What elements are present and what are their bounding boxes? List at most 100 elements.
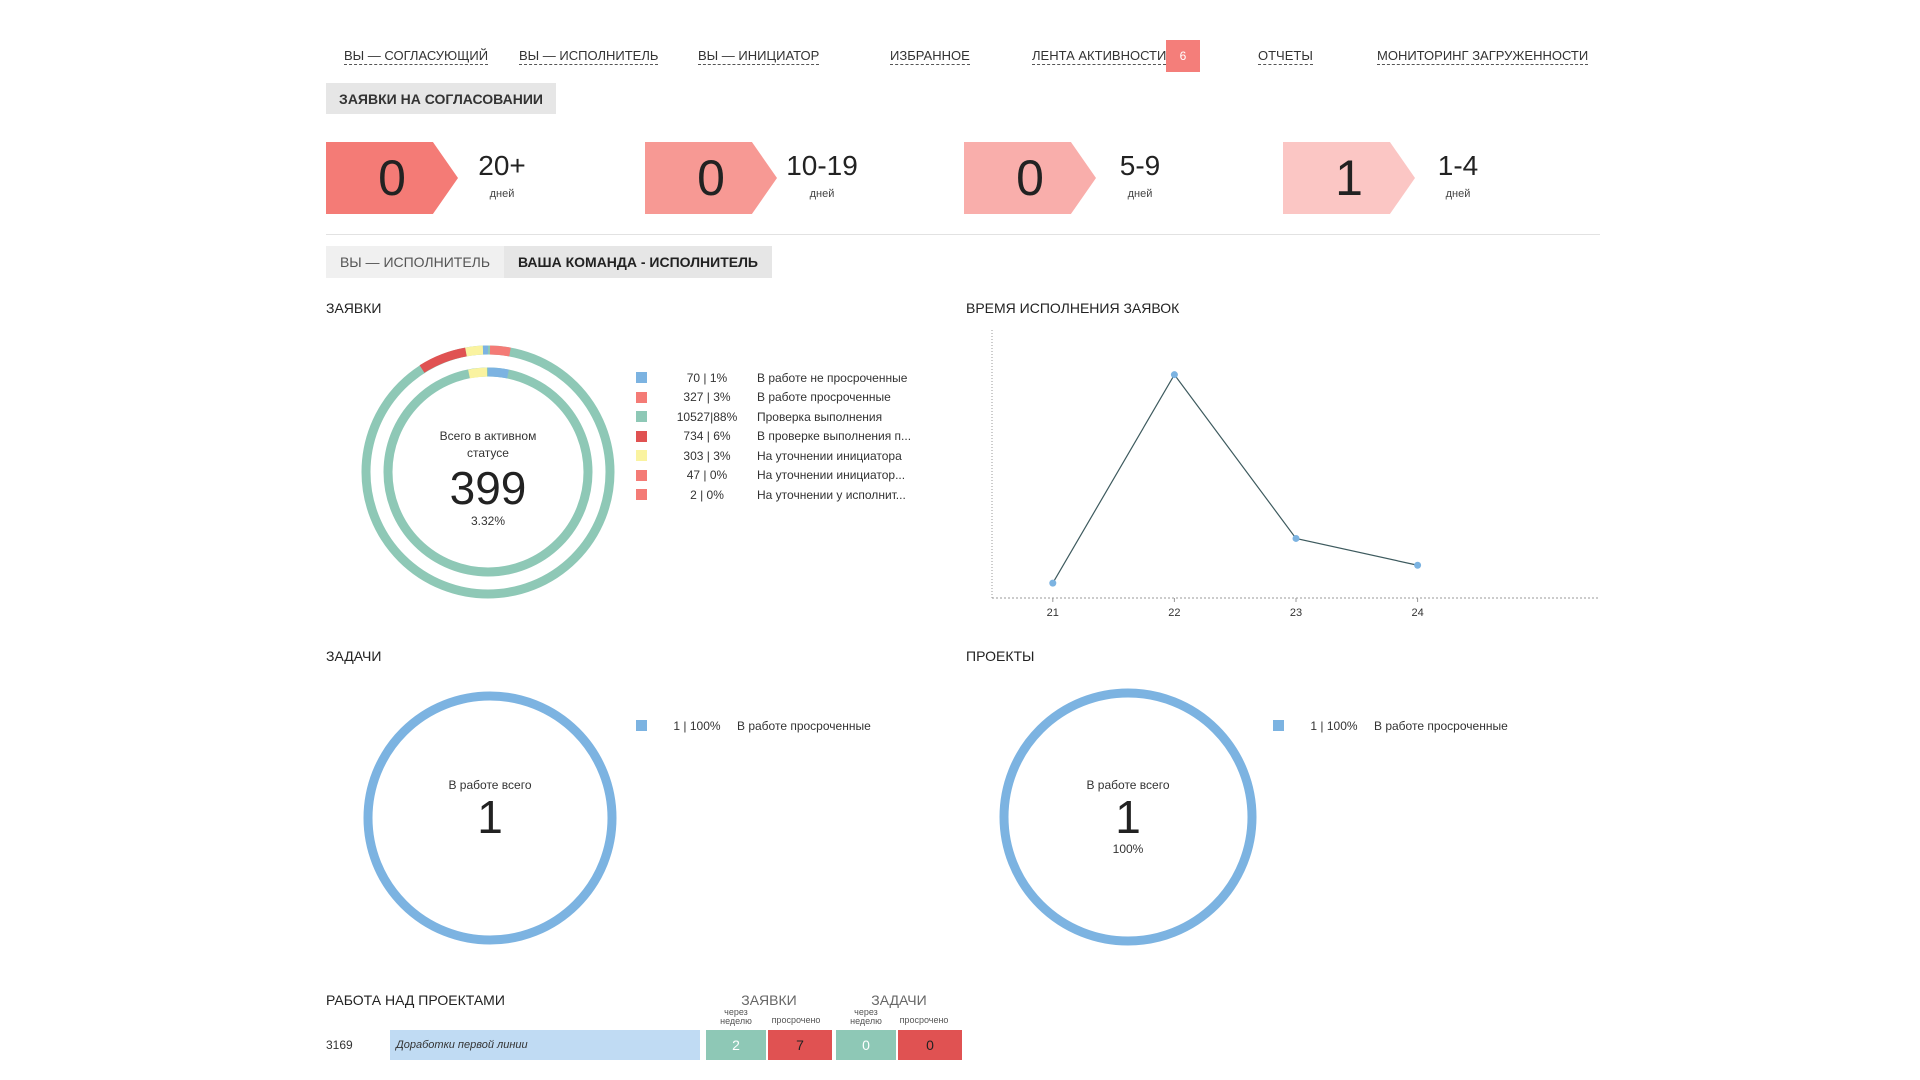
legend-label: В работе не просроченные	[757, 370, 908, 385]
legend-label: На уточнении инициатор...	[757, 468, 906, 483]
aging-5-9-count[interactable]: 0	[964, 142, 1096, 214]
x-tick-label: 22	[1168, 607, 1180, 619]
tasks-donut	[363, 691, 617, 945]
legend-swatch	[636, 391, 647, 403]
col-task-week: через неделю	[850, 1007, 882, 1026]
legend-item[interactable]: 10527|88% Проверка выполнения	[636, 407, 927, 427]
req-overdue-cell[interactable]: 7	[768, 1030, 832, 1060]
requests-center-value: 399	[449, 462, 527, 514]
x-tick-label: 24	[1411, 607, 1423, 619]
nav-reports[interactable]: ОТЧЕТЫ	[1258, 48, 1313, 65]
nav-executor[interactable]: ВЫ — ИСПОЛНИТЕЛЬ	[519, 48, 659, 65]
legend-label: Проверка выполнения	[757, 409, 883, 424]
nav-workload-monitoring[interactable]: МОНИТОРИНГ ЗАГРУЖЕННОСТИ	[1377, 48, 1589, 65]
section-divider	[326, 234, 1600, 235]
data-point[interactable]	[1170, 371, 1178, 379]
aging-10-19-count[interactable]: 0	[645, 142, 777, 214]
legend-label: На уточнении инициатора	[757, 448, 902, 463]
aging-1-4-count[interactable]: 1	[1283, 142, 1415, 214]
activity-count-badge: 6	[1166, 40, 1200, 72]
legend-swatch	[636, 720, 647, 732]
legend-swatch	[636, 489, 647, 501]
legend-swatch	[636, 430, 647, 442]
x-tick-label: 21	[1047, 607, 1059, 619]
nav-favorites[interactable]: ИЗБРАННОЕ	[890, 48, 970, 65]
aging-20plus-unit: дней	[489, 188, 515, 200]
exec-time-chart: 21 22 23 24	[991, 330, 1600, 619]
legend-label: В работе просроченные	[1374, 718, 1508, 733]
legend-item[interactable]: 734 | 6% В проверке выполнения п...	[636, 427, 927, 447]
legend-label: На уточнении у исполнит...	[757, 487, 906, 502]
exec-time-title: ВРЕМЯ ИСПОЛНЕНИЯ ЗАЯВОК	[966, 300, 1180, 316]
req-week-cell[interactable]: 2	[706, 1030, 766, 1060]
series-line	[1052, 373, 1418, 584]
projects-donut	[999, 688, 1257, 946]
legend-item[interactable]: 303 | 3% На уточнении инициатора	[636, 446, 927, 466]
tasks-legend: 1 | 100% В работе просроченные	[636, 716, 907, 736]
task-week-cell[interactable]: 0	[836, 1030, 896, 1060]
legend-swatch	[636, 372, 647, 384]
legend-label: В проверке выполнения п...	[757, 429, 912, 444]
legend-item[interactable]: 327 | 3% В работе просроченные	[636, 388, 927, 408]
legend-item[interactable]: 2 | 0% На уточнении у исполнит...	[636, 485, 927, 505]
requests-center-label: Всего в активном статусе	[439, 429, 537, 460]
aging-5-9-range: 5-9	[1119, 150, 1161, 181]
legend-swatch	[1273, 720, 1284, 732]
aging-1-4-range: 1-4	[1437, 150, 1479, 181]
data-point[interactable]	[1049, 579, 1057, 587]
tab-team-executor[interactable]: ВАША КОМАНДА - ИСПОЛНИТЕЛЬ	[504, 246, 772, 278]
legend-item[interactable]: 1 | 100% В работе просроченные	[1273, 716, 1544, 736]
requests-title: ЗАЯВКИ	[326, 300, 382, 316]
aging-1-4-unit: дней	[1445, 188, 1471, 200]
nav-initiator[interactable]: ВЫ — ИНИЦИАТОР	[698, 48, 820, 65]
legend-label: В работе просроченные	[737, 718, 871, 733]
aging-20plus-range: 20+	[478, 150, 526, 181]
projects-center-percent: 100%	[1112, 842, 1144, 856]
col-task-overdue: просрочено	[899, 1015, 949, 1025]
group-tasks-header: ЗАДАЧИ	[871, 992, 927, 1008]
legend-value: 2 | 0%	[690, 487, 724, 502]
aging-5-9-unit: дней	[1127, 188, 1153, 200]
group-requests-header: ЗАЯВКИ	[741, 992, 797, 1008]
requests-center: Всего в активном статусе 399 3.32%	[428, 428, 548, 528]
legend-item[interactable]: 1 | 100% В работе просроченные	[636, 716, 907, 736]
legend-swatch	[636, 469, 647, 481]
nav-approver[interactable]: ВЫ — СОГЛАСУЮЩИЙ	[344, 48, 489, 65]
legend-label: В работе просроченные	[757, 390, 891, 405]
legend-value: 1 | 100%	[1310, 718, 1358, 733]
aging-20plus-count[interactable]: 0	[326, 142, 458, 214]
aging-10-19-unit: дней	[809, 188, 835, 200]
project-name[interactable]: Доработки первой линии	[390, 1030, 700, 1060]
projects-center: В работе всего 1 100%	[1068, 778, 1188, 856]
task-overdue-cell[interactable]: 0	[898, 1030, 962, 1060]
requests-center-percent: 3.32%	[470, 514, 506, 528]
data-point[interactable]	[1414, 561, 1422, 569]
tasks-center-label: В работе всего	[448, 778, 532, 792]
legend-value: 327 | 3%	[683, 390, 731, 405]
legend-value: 70 | 1%	[686, 370, 728, 385]
tasks-title: ЗАДАЧИ	[326, 648, 382, 664]
nav-activity-feed[interactable]: ЛЕНТА АКТИВНОСТИ	[1032, 48, 1167, 65]
x-tick-label: 23	[1290, 607, 1302, 619]
project-id: 3169	[326, 1038, 353, 1052]
approval-requests-button[interactable]: ЗАЯВКИ НА СОГЛАСОВАНИИ	[326, 83, 556, 114]
col-req-overdue: просрочено	[771, 1015, 821, 1025]
work-title: РАБОТА НАД ПРОЕКТАМИ	[326, 992, 505, 1008]
tasks-center-value: 1	[477, 791, 503, 843]
data-point[interactable]	[1292, 534, 1300, 542]
legend-value: 10527|88%	[676, 409, 738, 424]
legend-swatch	[636, 450, 647, 462]
col-req-week: через неделю	[720, 1007, 752, 1026]
tab-you-executor[interactable]: ВЫ — ИСПОЛНИТЕЛЬ	[326, 246, 504, 278]
legend-item[interactable]: 70 | 1% В работе не просроченные	[636, 368, 927, 388]
legend-value: 47 | 0%	[686, 468, 728, 483]
projects-legend: 1 | 100% В работе просроченные	[1273, 716, 1544, 736]
legend-swatch	[636, 411, 647, 423]
requests-donut	[361, 345, 615, 599]
tasks-center: В работе всего 1	[430, 778, 550, 842]
projects-center-value: 1	[1115, 791, 1141, 843]
legend-item[interactable]: 47 | 0% На уточнении инициатор...	[636, 466, 927, 486]
requests-legend: 70 | 1% В работе не просроченные 327 | 3%…	[636, 368, 927, 505]
projects-center-label: В работе всего	[1086, 778, 1170, 792]
